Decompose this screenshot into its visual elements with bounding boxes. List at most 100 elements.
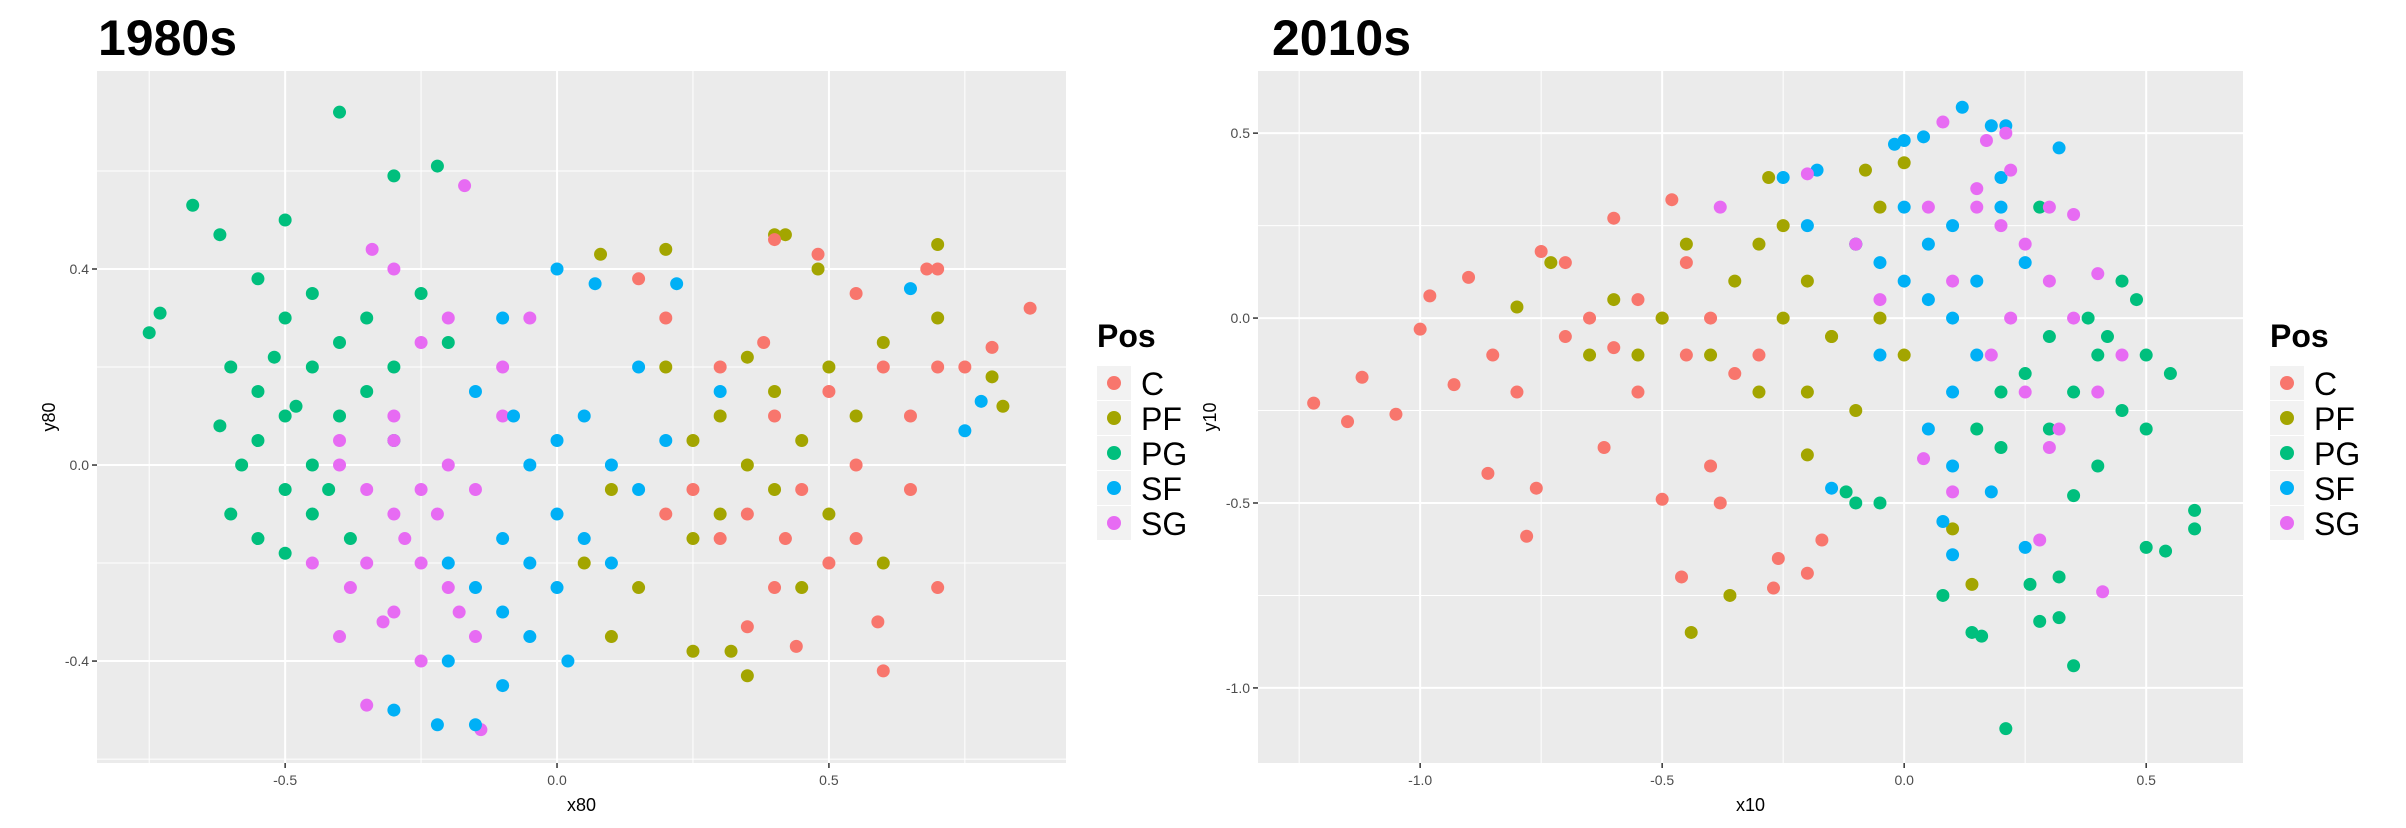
- point-PG: [224, 360, 238, 374]
- point-C: [1583, 311, 1597, 325]
- point-PG: [2091, 459, 2105, 473]
- legend-label: PF: [1141, 401, 1182, 437]
- point-PF: [931, 237, 945, 251]
- point-PG: [1970, 422, 1984, 436]
- point-C: [822, 385, 836, 399]
- point-SF: [561, 654, 575, 668]
- point-SF: [588, 277, 602, 291]
- point-PF: [1800, 448, 1814, 462]
- point-C: [740, 620, 754, 634]
- point-SF: [468, 718, 482, 732]
- point-C: [1307, 396, 1321, 410]
- chart-title: 2010s: [1272, 10, 1411, 66]
- legend-label: PF: [2314, 401, 2355, 437]
- point-PF: [1752, 237, 1766, 251]
- x-tick-label: 0.5: [2136, 772, 2156, 788]
- point-C: [713, 532, 727, 546]
- point-C: [1675, 570, 1689, 584]
- point-C: [795, 483, 809, 497]
- point-PG: [430, 159, 444, 173]
- point-PG: [343, 532, 357, 546]
- point-SG: [2042, 200, 2056, 214]
- point-SG: [414, 556, 428, 570]
- point-C: [1423, 289, 1437, 303]
- legend-key-C: [2280, 376, 2294, 390]
- x-tick-label: 0.5: [819, 772, 839, 788]
- point-SG: [1984, 348, 1998, 362]
- point-PG: [2067, 385, 2081, 399]
- point-PF: [1544, 256, 1558, 270]
- point-SG: [1994, 219, 2008, 233]
- point-SG: [2052, 422, 2066, 436]
- point-C: [849, 532, 863, 546]
- point-SF: [550, 262, 564, 276]
- point-SG: [1921, 200, 1935, 214]
- point-C: [713, 360, 727, 374]
- point-SG: [398, 532, 412, 546]
- point-SF: [1917, 130, 1931, 144]
- x-tick-label: 0.0: [1894, 772, 1914, 788]
- point-SG: [468, 483, 482, 497]
- point-C: [757, 336, 771, 350]
- point-SF: [1800, 219, 1814, 233]
- point-PG: [2159, 544, 2173, 558]
- point-C: [1679, 348, 1693, 362]
- point-SF: [1946, 385, 1960, 399]
- point-PG: [1994, 385, 2008, 399]
- point-PF: [1873, 311, 1887, 325]
- point-PG: [333, 336, 347, 350]
- point-C: [1481, 466, 1495, 480]
- point-C: [1355, 370, 1369, 384]
- point-SG: [1713, 200, 1727, 214]
- point-PF: [1849, 404, 1863, 418]
- point-C: [876, 360, 890, 374]
- point-SG: [2115, 348, 2129, 362]
- point-PF: [849, 409, 863, 423]
- point-SG: [496, 409, 510, 423]
- point-SF: [1946, 459, 1960, 473]
- point-PF: [1825, 330, 1839, 344]
- point-SF: [496, 679, 510, 693]
- point-SG: [1849, 237, 1863, 251]
- point-SF: [2018, 256, 2032, 270]
- point-SG: [360, 483, 374, 497]
- point-SG: [360, 698, 374, 712]
- point-PG: [278, 213, 292, 227]
- legend-key-PG: [2280, 446, 2294, 460]
- point-SF: [1897, 200, 1911, 214]
- point-SF: [632, 360, 646, 374]
- legend-title: Pos: [2270, 318, 2329, 354]
- point-SF: [507, 409, 521, 423]
- point-SG: [2018, 237, 2032, 251]
- point-SG: [305, 556, 319, 570]
- points-layer: [1307, 100, 2202, 736]
- point-SG: [2033, 533, 2047, 547]
- point-SG: [1970, 200, 1984, 214]
- point-SF: [903, 282, 917, 296]
- point-PG: [1873, 496, 1887, 510]
- point-SF: [1970, 274, 1984, 288]
- point-SG: [1800, 167, 1814, 181]
- point-PG: [2033, 200, 2047, 214]
- point-SG: [414, 483, 428, 497]
- panel-2010s: 2010s -1.0 -0.5 0.0 0.5 0.5 0.0 -0.5 -1.0 x10 y10 P…: [1200, 10, 2360, 815]
- point-SF: [659, 434, 673, 448]
- point-C: [778, 532, 792, 546]
- point-PG: [387, 360, 401, 374]
- point-PF: [1607, 293, 1621, 307]
- point-PG: [1936, 588, 1950, 602]
- point-SG: [468, 630, 482, 644]
- point-PF: [1631, 348, 1645, 362]
- legend-key-PG: [1107, 446, 1121, 460]
- x-tick-label: 0.0: [547, 772, 567, 788]
- point-PF: [740, 350, 754, 364]
- point-PG: [251, 434, 265, 448]
- point-PF: [1679, 237, 1693, 251]
- point-SG: [1970, 182, 1984, 196]
- point-SG: [2067, 208, 2081, 222]
- point-PF: [1946, 522, 1960, 536]
- point-PF: [740, 669, 754, 683]
- point-C: [1815, 533, 1829, 547]
- point-PF: [1723, 588, 1737, 602]
- point-PF: [1583, 348, 1597, 362]
